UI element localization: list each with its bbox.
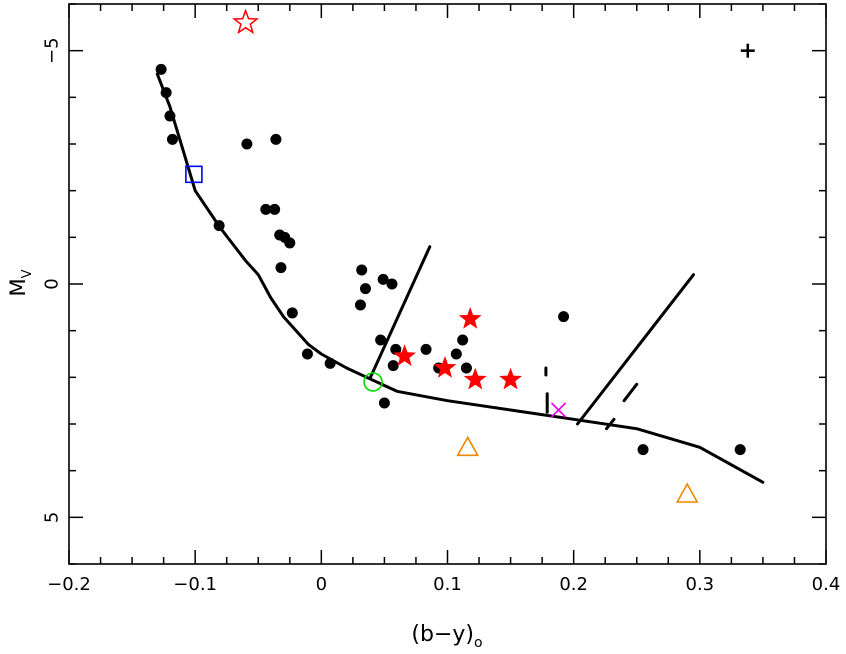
point-circle: [270, 133, 282, 145]
x-tick-label: 0.2: [559, 574, 588, 595]
point-circle: [260, 203, 272, 215]
point-circle: [457, 334, 469, 346]
point-circle: [241, 138, 253, 150]
point-circle: [286, 307, 298, 319]
line-zams: [155, 72, 765, 484]
x-tick-label: −0.1: [173, 574, 217, 595]
point-x: [550, 402, 567, 418]
y-tick-label: 5: [42, 512, 63, 523]
point-triangle: [675, 482, 699, 503]
point-plus: [740, 43, 755, 58]
point-star-filled: [458, 307, 482, 329]
x-tick-label: 0: [316, 574, 327, 595]
y-axis-label: MV: [6, 269, 35, 296]
x-tick-label: 0.3: [686, 574, 715, 595]
point-square: [185, 165, 203, 184]
point-star-open: [232, 8, 260, 35]
data-markers: [155, 8, 755, 503]
point-circle: [160, 87, 172, 99]
y-tick-label: −5: [42, 37, 63, 64]
point-circle: [359, 283, 371, 295]
axis-ticks: [68, 3, 827, 565]
point-circle: [390, 343, 402, 355]
point-star-filled: [463, 367, 487, 390]
point-circle: [166, 133, 178, 145]
line-dash-short-c: [605, 417, 616, 431]
line-line-2: [576, 273, 695, 426]
tick-labels: −0.2 −0.1 0 0.1 0.2 0.3 0.4 −5 0 5: [42, 37, 841, 595]
point-circle: [354, 299, 366, 311]
point-circle: [734, 444, 746, 456]
point-star-filled: [393, 344, 416, 366]
point-circle: [558, 311, 570, 323]
line-line-1: [369, 245, 432, 379]
point-triangle: [456, 435, 480, 457]
point-circle: [324, 357, 336, 369]
point-circle: [450, 348, 462, 360]
plot-frame: [68, 3, 827, 565]
x-tick-label: 0.1: [433, 574, 462, 595]
point-star-filled: [433, 356, 457, 378]
point-circle: [284, 237, 296, 249]
y-tick-label: 0: [42, 278, 63, 289]
point-circle-open: [363, 372, 383, 392]
point-circle: [637, 444, 649, 456]
x-tick-label: −0.2: [47, 574, 91, 595]
x-axis-label: (b−y)o: [411, 622, 482, 651]
curves: [155, 72, 765, 484]
point-circle: [375, 334, 387, 346]
x-tick-label: 0.4: [812, 574, 841, 595]
point-circle: [269, 203, 281, 215]
point-circle: [386, 278, 398, 290]
line-dash-short-d: [622, 382, 639, 403]
point-circle: [301, 348, 313, 360]
point-circle: [378, 397, 390, 409]
point-circle: [377, 273, 389, 285]
point-circle: [155, 63, 167, 75]
point-circle: [387, 360, 399, 372]
point-circle: [164, 110, 176, 122]
point-circle: [460, 362, 472, 374]
point-star-filled: [499, 367, 522, 390]
point-circle: [356, 264, 368, 276]
point-circle: [213, 220, 225, 232]
point-circle: [275, 262, 287, 274]
point-circle: [420, 343, 432, 355]
